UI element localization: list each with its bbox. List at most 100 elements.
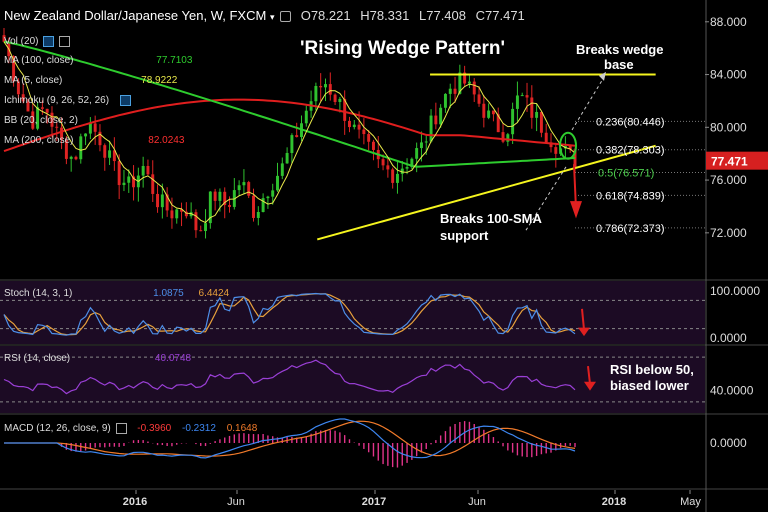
- candle-body: [180, 209, 184, 212]
- candle-body: [122, 182, 126, 186]
- settings-icon[interactable]: [280, 11, 292, 23]
- candle-body: [304, 110, 308, 124]
- candle-body: [544, 132, 548, 143]
- candle-body: [228, 205, 231, 207]
- stoch-header[interactable]: Stoch (14, 3, 1) 1.0875 6.4424: [4, 288, 230, 299]
- stoch-d-value: 6.4424: [198, 288, 230, 299]
- candle-body: [439, 107, 443, 125]
- candle-body: [295, 135, 299, 138]
- candle-body: [184, 211, 188, 217]
- stoch-panel-bg: [0, 281, 705, 344]
- ma5-value: 78.9222: [141, 75, 178, 86]
- candle-body: [525, 95, 529, 98]
- breakdown-arrow-line: [525, 166, 567, 231]
- candle-body: [2, 35, 6, 42]
- candle-body: [458, 72, 462, 94]
- candle-body: [487, 110, 491, 118]
- indicator-bb[interactable]: BB (20, close, 2): [4, 115, 78, 126]
- breaks-wedge-label-1: Breaks wedge: [576, 42, 664, 57]
- down-arrow-stoch: [581, 308, 585, 330]
- price-tick-label: 84.000: [710, 68, 747, 82]
- settings-icon[interactable]: [115, 423, 127, 434]
- x-tick-label: 2017: [362, 496, 386, 508]
- candle-body: [472, 81, 476, 95]
- candle-body: [45, 108, 49, 113]
- eye-icon[interactable]: [119, 95, 131, 106]
- price-tick-label: 76.000: [710, 173, 747, 187]
- ma200-value: 82.0243: [148, 135, 185, 146]
- candle-body: [204, 223, 208, 232]
- candle-body: [357, 124, 361, 130]
- candle-body: [74, 156, 78, 160]
- candle-body: [395, 173, 399, 183]
- stoch-k-line: [3, 292, 576, 336]
- indicator-ichimoku[interactable]: Ichimoku (9, 26, 52, 26): [4, 95, 131, 107]
- rsi-header[interactable]: RSI (14, close) 40.0748: [4, 353, 192, 364]
- price-tag-label: 77.471: [711, 155, 748, 169]
- down-arrow-rsi-head: [584, 381, 596, 391]
- open-value: O78.221: [300, 8, 351, 23]
- candle-body: [242, 182, 246, 186]
- indicator-ma100[interactable]: MA (100, close) 77.7103: [4, 55, 193, 66]
- candle-body: [40, 107, 44, 109]
- stoch-tick-label: 0.0000: [710, 331, 747, 345]
- candle-body: [515, 95, 519, 109]
- close-value: C77.471: [475, 8, 525, 23]
- rsi-note-2: biased lower: [610, 378, 689, 393]
- candle-body: [276, 175, 279, 191]
- candle-body: [165, 194, 169, 211]
- x-tick-label: Jun: [227, 496, 245, 508]
- indicator-vol[interactable]: Vol (20): [4, 36, 71, 48]
- chart-header: New Zealand Dollar/Japanese Yen, W, FXCM…: [4, 8, 525, 23]
- candle-body: [290, 135, 294, 153]
- fib-label: 0.618(74.839): [596, 190, 665, 202]
- eye-icon[interactable]: [43, 36, 55, 47]
- stoch-d-line: [3, 293, 576, 336]
- fib-label: 0.382(78.303): [596, 145, 665, 157]
- candle-body: [31, 111, 35, 129]
- candle-body: [328, 84, 332, 95]
- candle-body: [189, 212, 193, 217]
- x-tick-label: 2018: [602, 496, 626, 508]
- candle-body: [371, 141, 375, 150]
- candle-body: [261, 198, 265, 213]
- indicator-ma5[interactable]: MA (5, close) 78.9222: [4, 75, 178, 86]
- macd-line: [4, 418, 576, 459]
- candle-body: [333, 94, 337, 102]
- candle-body: [266, 196, 270, 199]
- symbol-title[interactable]: New Zealand Dollar/Japanese Yen, W, FXCM: [4, 8, 267, 23]
- rsi-panel-bg: [0, 346, 705, 413]
- candle-body: [21, 94, 25, 102]
- candle-body: [381, 159, 385, 166]
- candle-body: [496, 114, 500, 133]
- ma100-value: 77.7103: [156, 55, 193, 66]
- candle-body: [108, 150, 112, 158]
- candle-body: [247, 182, 251, 196]
- ma200-line: [3, 98, 576, 153]
- indicator-ma200[interactable]: MA (200, close) 82.0243: [4, 135, 185, 146]
- candle-body: [448, 88, 452, 94]
- fib-label: 0.236(80.446): [596, 116, 665, 128]
- candle-body: [146, 165, 150, 175]
- candle-body: [535, 111, 539, 118]
- candle-body: [79, 136, 83, 160]
- wedge-lower-line: [316, 144, 656, 241]
- close-icon[interactable]: [59, 36, 71, 47]
- candle-body: [64, 139, 68, 159]
- candle-body: [218, 191, 222, 201]
- macd-header[interactable]: MACD (12, 26, close, 9) -0.3960 -0.2312 …: [4, 423, 258, 435]
- chevron-down-icon[interactable]: ▾: [269, 12, 275, 22]
- candle-body: [36, 107, 40, 129]
- rsi-tick-label: 40.0000: [710, 384, 754, 398]
- candle-body: [506, 134, 510, 142]
- candle-body: [319, 85, 323, 88]
- candle-body: [386, 165, 390, 170]
- candle-body: [530, 97, 534, 118]
- candle-body: [223, 191, 227, 206]
- candle-body: [256, 212, 260, 218]
- candle-body: [199, 230, 203, 232]
- stoch-k-value: 1.0875: [153, 288, 184, 299]
- candle-body: [194, 212, 198, 231]
- candle-body: [453, 88, 457, 94]
